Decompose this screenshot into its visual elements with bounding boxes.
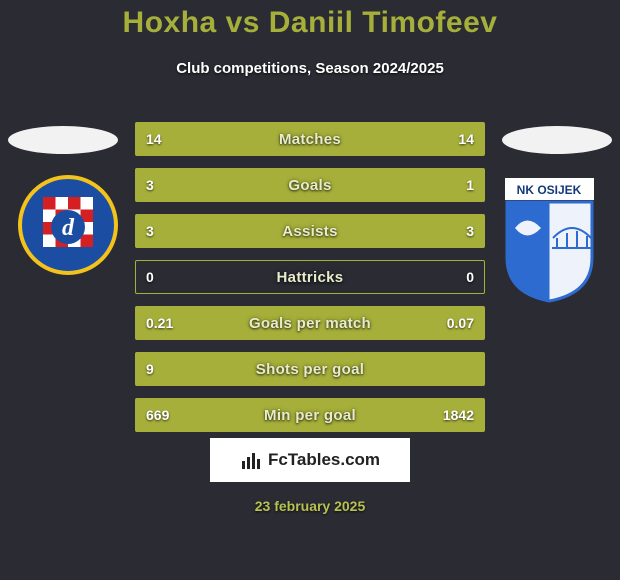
stat-row: Assists3 3 [135, 214, 485, 248]
watermark-text: FcTables.com [268, 450, 380, 470]
stat-value-left: 9 [136, 353, 164, 385]
stat-label: Hattricks [136, 261, 484, 293]
stat-row: Goals3 1 [135, 168, 485, 202]
stat-value-left: 669 [136, 399, 179, 431]
stat-value-left: 14 [136, 123, 172, 155]
stat-row: Shots per goal9 [135, 352, 485, 386]
watermark: FcTables.com [210, 438, 410, 482]
stat-label: Matches [136, 123, 484, 155]
stat-value-right: 14 [448, 123, 484, 155]
stat-value-right: 1842 [433, 399, 484, 431]
stat-row: Matches14 14 [135, 122, 485, 156]
stat-label: Shots per goal [136, 353, 484, 385]
osijek-crest-icon: NK OSIJEK [497, 178, 602, 303]
stat-row: Min per goal669 1842 [135, 398, 485, 432]
stat-value-right: 1 [456, 169, 484, 201]
subtitle: Club competitions, Season 2024/2025 [0, 60, 620, 77]
stats-grid: Matches1414Goals31Assists33Hattricks00Go… [135, 122, 485, 444]
stat-value-right [464, 353, 484, 385]
stat-value-left: 3 [136, 215, 164, 247]
stat-label: Goals per match [136, 307, 484, 339]
date-text: 23 february 2025 [0, 498, 620, 514]
stat-label: Assists [136, 215, 484, 247]
stat-value-left: 0.21 [136, 307, 183, 339]
stat-value-right: 0.07 [437, 307, 484, 339]
stat-value-right: 0 [456, 261, 484, 293]
stat-value-right: 3 [456, 215, 484, 247]
stat-value-left: 0 [136, 261, 164, 293]
stat-row: Hattricks0 0 [135, 260, 485, 294]
crest-right-ribbon-text: NK OSIJEK [517, 183, 582, 197]
club-crest-right: NK OSIJEK [497, 178, 602, 303]
stat-label: Goals [136, 169, 484, 201]
page-title: Hoxha vs Daniil Timofeev [0, 6, 620, 40]
chart-bars-icon [240, 449, 262, 471]
spotlight-left [8, 126, 118, 154]
spotlight-right [502, 126, 612, 154]
dinamo-crest-icon: d [18, 175, 118, 275]
club-crest-left: d [18, 175, 118, 275]
stat-value-left: 3 [136, 169, 164, 201]
stat-row: Goals per match0.21 0.07 [135, 306, 485, 340]
svg-text:d: d [62, 215, 75, 241]
comparison-infographic: Hoxha vs Daniil Timofeev Club competitio… [0, 0, 620, 580]
stat-label: Min per goal [136, 399, 484, 431]
